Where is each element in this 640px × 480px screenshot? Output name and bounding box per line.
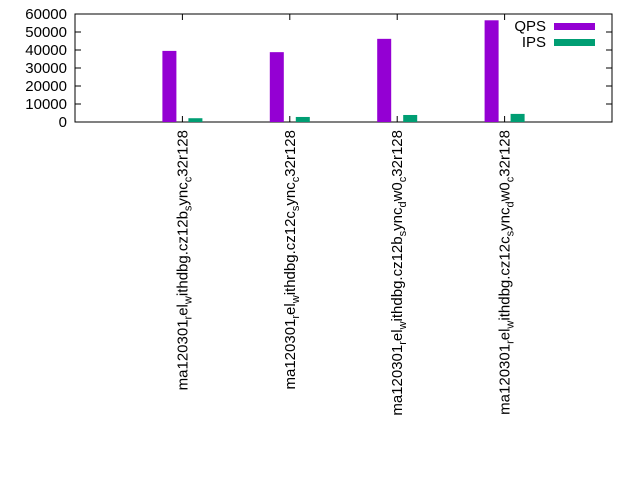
x-tick-label: ma120301relwithdbg.cz12csyncdw0c32r128 <box>497 130 517 415</box>
y-tick-label: 50000 <box>25 24 67 41</box>
y-tick-label: 40000 <box>25 42 67 59</box>
bar-qps-3 <box>377 38 392 123</box>
bars <box>162 14 525 123</box>
bar-ips-3 <box>403 114 418 122</box>
x-axis: ma120301relwithdbg.cz12bsyncc32r128 ma120… <box>174 130 516 416</box>
y-tick-label: 30000 <box>25 60 67 77</box>
bar-ips-1 <box>188 118 203 122</box>
x-tick-label: ma120301relwithdbg.cz12csyncc32r128 <box>282 130 302 390</box>
bar-ips-2 <box>295 116 310 122</box>
x-tick-label: ma120301relwithdbg.cz12bsyncc32r128 <box>174 130 194 390</box>
y-tick-label: 20000 <box>25 78 67 95</box>
bar-qps-1 <box>162 50 177 122</box>
bar-ips-4 <box>510 113 525 122</box>
legend-swatch-ips <box>554 39 595 46</box>
y-tick-label: 0 <box>59 114 67 131</box>
y-tick-label: 60000 <box>25 6 67 23</box>
legend-label-qps: QPS <box>514 18 546 35</box>
legend-swatch-qps <box>554 23 595 30</box>
bar-qps-2 <box>269 52 284 122</box>
y-tick-label: 10000 <box>25 96 67 113</box>
bar-qps-4 <box>484 20 499 122</box>
x-tick-label: ma120301relwithdbg.cz12bsyncdw0c32r128 <box>389 130 409 416</box>
legend-label-ips: IPS <box>522 34 546 51</box>
